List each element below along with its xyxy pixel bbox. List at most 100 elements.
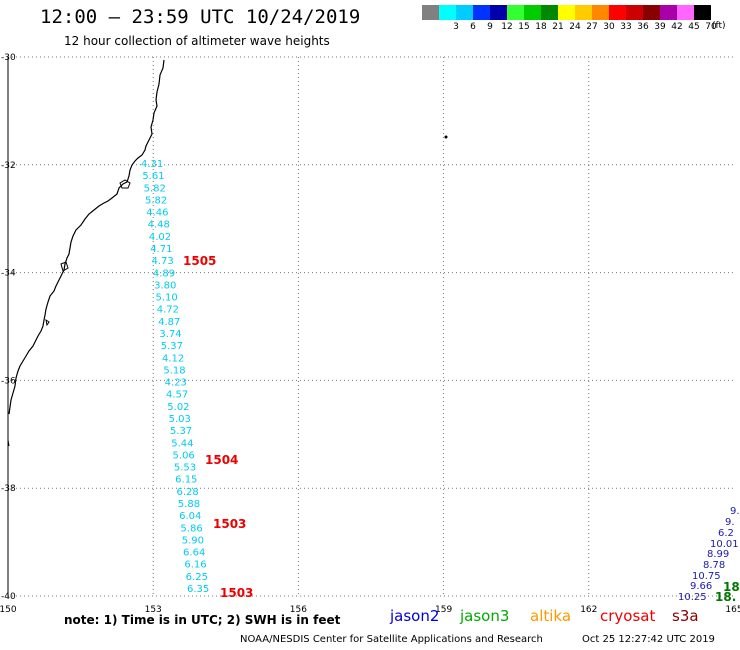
legend-label: 3 [453, 22, 459, 32]
swh-reading: 8.99 [707, 549, 729, 560]
time-labels: 1505 1504 1503 1503 [183, 254, 253, 600]
legend-swatch [456, 5, 473, 20]
satellite-altika: altika [530, 607, 572, 625]
swh-reading: 9.66 [690, 581, 712, 592]
swh-reading: 4.87 [158, 317, 180, 328]
lon-label: 150 [0, 605, 17, 615]
lat-label: -32 [1, 161, 16, 171]
lat-label: -34 [1, 269, 16, 279]
legend-swatch [660, 5, 677, 20]
legend-label: 9 [487, 22, 493, 32]
pass-time-label: 1505 [183, 254, 216, 268]
swh-reading: 4.89 [153, 268, 175, 279]
swh-reading: 10.01 [710, 539, 739, 550]
legend-swatch [643, 5, 660, 20]
swh-reading: 8.78 [703, 560, 725, 571]
swh-reading: 5.37 [170, 426, 192, 437]
pass-time-label: 1503 [213, 517, 246, 531]
swh-reading: 4.31 [141, 159, 163, 170]
swh-reading: 6.64 [183, 548, 205, 559]
lat-label: -36 [1, 376, 16, 386]
legend-swatch [439, 5, 456, 20]
swh-reading: 3.80 [154, 280, 176, 291]
legend-label: 15 [518, 22, 530, 32]
legend-swatch [677, 5, 694, 20]
swh-reading: 6.28 [176, 487, 198, 498]
swh-reading: 5.88 [178, 499, 200, 510]
legend-label: 21 [552, 22, 564, 32]
legend-label: 45 [688, 22, 700, 32]
swh-reading: 5.18 [163, 365, 185, 376]
swh-reading: 4.72 [157, 305, 179, 316]
lat-label: -38 [1, 484, 16, 494]
swh-reading: 3.74 [159, 329, 181, 340]
lon-label: 156 [290, 605, 307, 615]
swh-reading: 5.44 [171, 438, 193, 449]
map-subtitle: 12 hour collection of altimeter wave hei… [64, 34, 330, 48]
legend-label: 42 [671, 22, 683, 32]
swh-reading: 4.02 [149, 232, 171, 243]
legend-swatch [592, 5, 609, 20]
legend-label: 39 [654, 22, 666, 32]
legend-label: 12 [501, 22, 513, 32]
legend-label: 30 [603, 22, 615, 32]
swh-reading: 5.03 [169, 414, 191, 425]
legend-swatch [507, 5, 524, 20]
swh-reading: 4.48 [148, 220, 170, 231]
lat-label: -40 [1, 592, 16, 602]
swh-reading: 6.25 [186, 572, 208, 583]
legend-unit: (ft) [712, 21, 726, 31]
swh-reading: 18 [723, 580, 740, 594]
legend-swatch [490, 5, 507, 20]
swh-reading: 6.15 [175, 475, 197, 486]
legend-label: 33 [620, 22, 632, 32]
swh-reading: 6.2 [718, 528, 734, 539]
legend-swatch [422, 5, 439, 20]
swh-reading: 6.16 [184, 560, 206, 571]
swh-reading: 4.12 [162, 353, 184, 364]
legend-label: 70 [705, 22, 717, 32]
footnote: note: 1) Time is in UTC; 2) SWH is in fe… [64, 613, 341, 627]
swh-reading: 4.71 [150, 244, 172, 255]
credit-text: NOAA/NESDIS Center for Satellite Applica… [240, 634, 543, 645]
lon-label: 165 [725, 605, 740, 615]
axis-labels: 150 153 156 159 162 165 -30 -32 -34 -36 -38 -40 [0, 53, 740, 615]
satellite-jason2: jason2 [390, 607, 440, 625]
swh-reading: 5.86 [180, 523, 202, 534]
swh-reading: 9. [725, 517, 735, 528]
swh-reading: 4.46 [146, 208, 168, 219]
legend-swatch [694, 5, 711, 20]
swh-reading: 4.57 [166, 390, 188, 401]
swh-reading: 5.06 [173, 450, 195, 461]
legend-label: 6 [470, 22, 476, 32]
swh-reading: 4.73 [152, 256, 174, 267]
legend-label: 24 [569, 22, 581, 32]
satellite-s3a: s3a [672, 607, 699, 625]
color-legend: 3 6 9 12 15 18 21 24 27 30 33 36 39 42 45 70 [422, 5, 740, 32]
legend-label: 36 [637, 22, 649, 32]
swh-reading: 5.90 [182, 535, 204, 546]
pass-time-label: 1503 [220, 586, 253, 600]
coastline-islands [7, 179, 131, 447]
legend-swatch [524, 5, 541, 20]
legend-label: 27 [586, 22, 598, 32]
swh-reading: 9. [730, 506, 740, 517]
swh-reading: 5.53 [174, 463, 196, 474]
swh-reading: 6.04 [179, 511, 201, 522]
legend-label: 18 [535, 22, 547, 32]
map-grid [7, 56, 734, 597]
lon-label: 162 [580, 605, 597, 615]
legend-labels: 3 6 9 12 15 18 21 24 27 30 33 36 39 42 45 70 [422, 20, 740, 32]
swh-reading: 5.61 [142, 171, 164, 182]
generated-timestamp: Oct 25 12:27:42 UTC 2019 [582, 634, 715, 645]
legend-swatch [473, 5, 490, 20]
track-cyan: 4.315.615.825.824.464.484.024.714.734.89… [141, 159, 209, 595]
swh-reading: 5.10 [155, 293, 177, 304]
coastline [8, 59, 165, 415]
swh-reading: 18. [715, 590, 736, 604]
legend-swatch [558, 5, 575, 20]
swh-reading: 5.82 [145, 195, 167, 206]
